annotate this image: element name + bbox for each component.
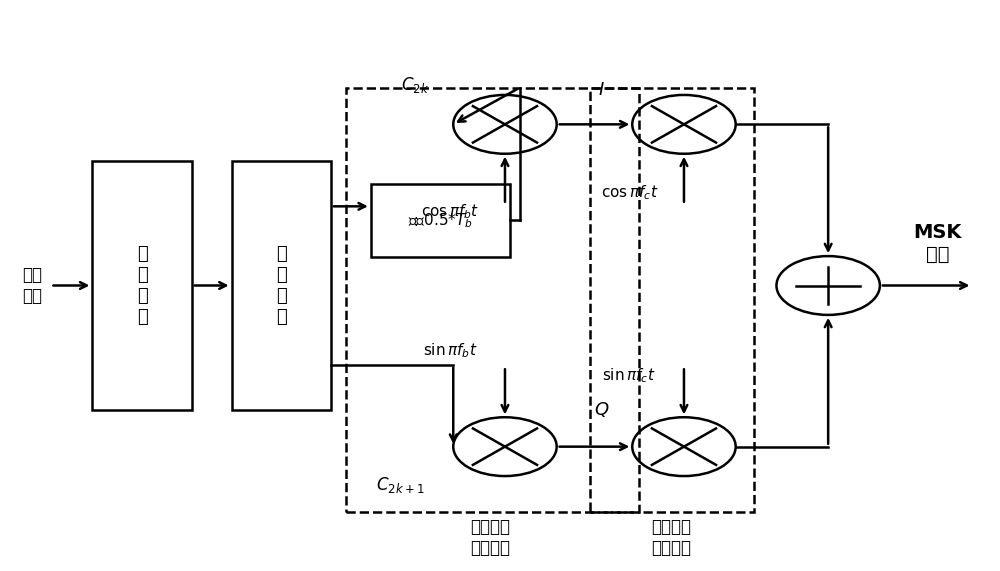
Text: 串
并
转
换: 串 并 转 换 [276,246,287,325]
Text: 差
分
编
码: 差 分 编 码 [137,246,147,325]
Text: 延时0.5*$T_b$: 延时0.5*$T_b$ [408,211,473,230]
Text: 信号载波
正交合成: 信号载波 正交合成 [651,518,691,557]
FancyBboxPatch shape [232,161,331,410]
Text: MSK
信号: MSK 信号 [913,223,962,264]
Text: $\sin\pi f_c t$: $\sin\pi f_c t$ [602,367,656,385]
Text: 输入
序列: 输入 序列 [23,266,43,305]
FancyBboxPatch shape [92,161,192,410]
Text: $C_{2k+1}$: $C_{2k+1}$ [376,475,425,494]
Text: $\sin\pi f_b t$: $\sin\pi f_b t$ [423,341,478,360]
Text: 信号基带
正交合成: 信号基带 正交合成 [470,518,510,557]
Text: $I$: $I$ [598,82,605,99]
Text: $Q$: $Q$ [594,400,609,419]
Text: $\cos\pi f_c t$: $\cos\pi f_c t$ [601,183,658,202]
Text: $\cos\pi f_b t$: $\cos\pi f_b t$ [421,203,479,222]
Text: $C_{2k}$: $C_{2k}$ [401,75,430,95]
FancyBboxPatch shape [371,184,510,257]
